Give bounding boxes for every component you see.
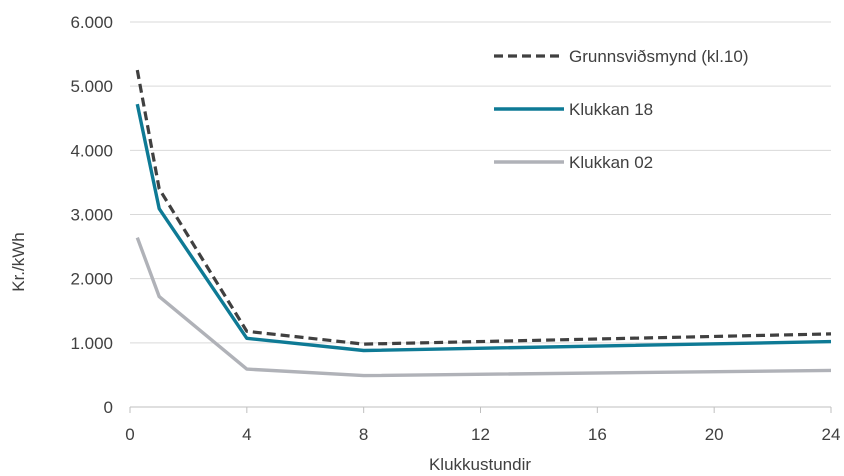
legend-label-1: Klukkan 18 [569, 100, 653, 119]
x-tick-label: 24 [822, 425, 841, 444]
y-axis-title: Kr./kWh [9, 232, 28, 292]
x-tick-label: 0 [125, 425, 134, 444]
y-tick-label: 4.000 [70, 141, 113, 160]
x-tick-label: 12 [471, 425, 490, 444]
x-axis-title: Klukkustundir [429, 455, 531, 474]
y-tick-labels: 0 1.000 2.000 3.000 4.000 5.000 6.000 [70, 13, 113, 417]
series-lines [135, 69, 832, 378]
series-line-2 [135, 237, 832, 378]
y-tick-label: 6.000 [70, 13, 113, 32]
legend: Grunnsviðsmynd (kl.10) Klukkan 18 Klukkan … [494, 47, 749, 172]
y-tick-label: 2.000 [70, 270, 113, 289]
x-tick-label: 16 [588, 425, 607, 444]
y-tick-label: 3.000 [70, 206, 113, 225]
y-tick-label: 0 [104, 398, 113, 417]
x-tick-label: 8 [359, 425, 368, 444]
axes [129, 406, 832, 413]
y-tick-label: 5.000 [70, 77, 113, 96]
y-tick-label: 1.000 [70, 334, 113, 353]
legend-label-2: Klukkan 02 [569, 153, 653, 172]
x-tick-label: 20 [705, 425, 724, 444]
series-line-1 [135, 103, 832, 353]
gridlines [130, 21, 831, 344]
x-tick-label: 4 [242, 425, 251, 444]
x-tick-labels: 0 4 8 12 16 20 24 [125, 425, 840, 444]
legend-label-0: Grunnsviðsmynd (kl.10) [569, 47, 749, 66]
series-line-0 [135, 69, 832, 346]
